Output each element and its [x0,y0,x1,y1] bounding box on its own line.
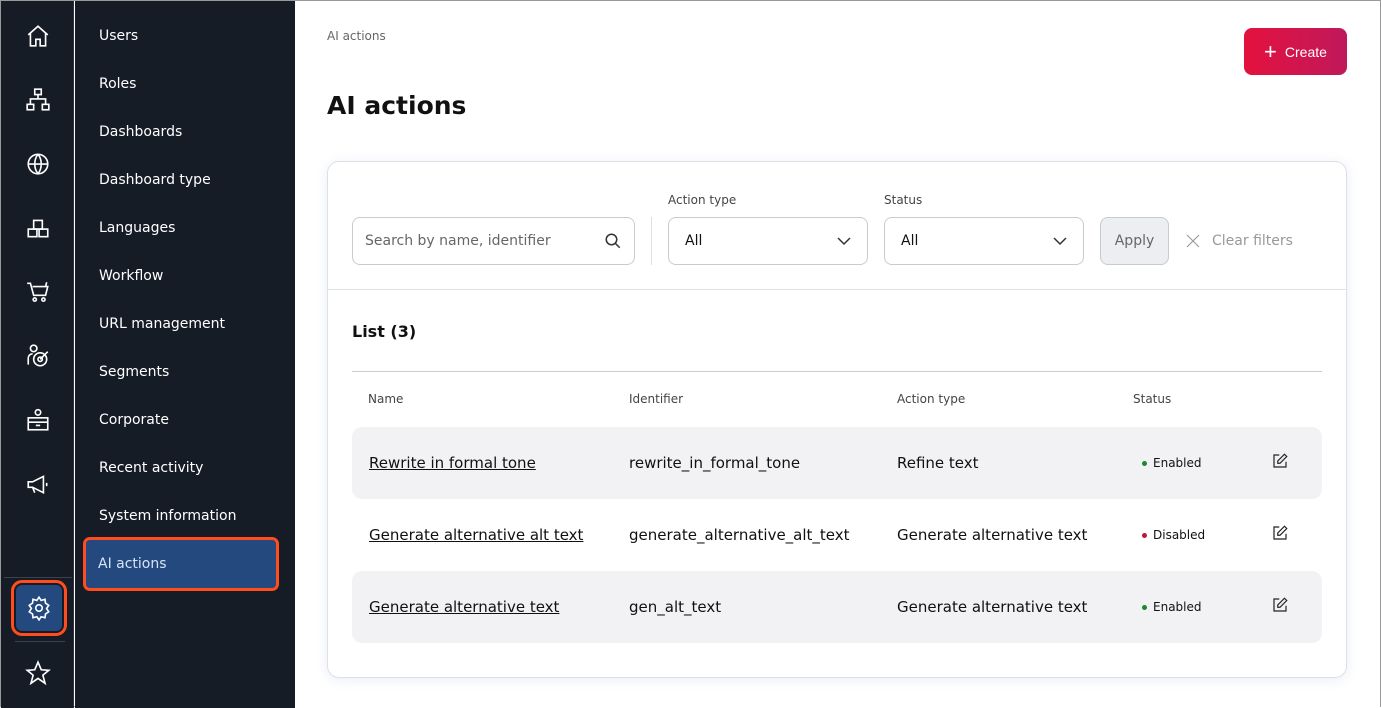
nav-item-dashboard-type[interactable]: Dashboard type [99,172,211,188]
nav-item-roles[interactable]: Roles [99,76,137,92]
column-header-identifier[interactable]: Identifier [629,392,684,406]
create-label: Create [1284,43,1327,60]
table-row: Rewrite in formal tone rewrite_in_formal… [352,427,1322,499]
table-row: Generate alternative alt text generate_a… [352,499,1322,571]
nav-item-recent-activity[interactable]: Recent activity [99,460,204,476]
chevron-down-icon [837,237,851,246]
search-input[interactable]: Search by name, identifier [352,217,635,265]
filters-bar: Search by name, identifier Action type A… [328,162,1346,290]
nav-item-users[interactable]: Users [99,28,139,44]
identifier: rewrite_in_formal_tone [629,454,801,472]
divider [651,217,652,265]
identifier: generate_alternative_alt_text [629,526,850,544]
target-user-icon[interactable] [15,333,61,379]
action-type-select[interactable]: All [668,217,868,265]
action-type: Refine text [897,454,979,472]
breadcrumb[interactable]: AI actions [327,29,386,43]
nav-item-url-management[interactable]: URL management [99,316,226,332]
reception-icon[interactable] [15,397,61,443]
page-title: AI actions [327,91,467,120]
clear-filters-label: Clear filters [1212,233,1293,249]
divider [15,641,65,642]
action-name-link[interactable]: Rewrite in formal tone [369,454,536,472]
settings-nav: Users Roles Dashboards Dashboard type La… [75,1,295,708]
edit-icon[interactable] [1271,596,1289,618]
column-header-name[interactable]: Name [368,392,404,406]
action-type-label: Action type [668,193,737,207]
status-badge: Disabled [1142,528,1205,542]
identifier: gen_alt_text [629,598,722,616]
icon-rail [1,1,74,708]
list-title: List (3) [352,322,417,341]
status-select[interactable]: All [884,217,1084,265]
action-type-value: All [685,233,703,249]
clear-filters-button[interactable]: Clear filters [1184,217,1293,265]
megaphone-icon[interactable] [15,461,61,507]
status-value: All [901,233,919,249]
edit-icon[interactable] [1271,452,1289,474]
sitemap-icon[interactable] [15,77,61,123]
action-name-link[interactable]: Generate alternative alt text [369,526,584,544]
edit-icon[interactable] [1271,524,1289,546]
nav-item-corporate[interactable]: Corporate [99,412,169,428]
divider [4,577,72,578]
create-button[interactable]: + Create [1244,28,1347,75]
nav-item-workflow[interactable]: Workflow [99,268,164,284]
search-placeholder: Search by name, identifier [365,233,551,249]
divider [352,371,1322,372]
table-row: Generate alternative text gen_alt_text G… [352,571,1322,643]
cart-icon[interactable] [15,269,61,315]
action-type: Generate alternative text [897,598,1088,616]
ai-actions-card: Search by name, identifier Action type A… [327,161,1347,678]
plus-icon: + [1264,38,1277,64]
column-header-status[interactable]: Status [1133,392,1172,406]
nav-item-dashboards[interactable]: Dashboards [99,124,183,140]
nav-item-segments[interactable]: Segments [99,364,170,380]
star-icon[interactable] [15,650,61,696]
apply-button[interactable]: Apply [1100,217,1169,265]
chevron-down-icon [1053,237,1067,246]
nav-item-system-information[interactable]: System information [99,508,237,524]
nav-item-ai-actions[interactable]: AI actions [83,537,279,591]
globe-icon[interactable] [15,141,61,187]
status-badge: Enabled [1142,456,1202,470]
nav-item-languages[interactable]: Languages [99,220,176,236]
action-type: Generate alternative text [897,526,1088,544]
gear-icon[interactable] [11,580,67,636]
search-icon [605,233,621,249]
home-icon[interactable] [15,13,61,59]
boxes-icon[interactable] [15,205,61,251]
close-icon [1186,234,1200,248]
column-header-action-type[interactable]: Action type [897,392,966,406]
status-label: Status [884,193,923,207]
action-name-link[interactable]: Generate alternative text [369,598,560,616]
status-badge: Enabled [1142,600,1202,614]
main-content: AI actions AI actions + Create Search by … [295,1,1380,708]
